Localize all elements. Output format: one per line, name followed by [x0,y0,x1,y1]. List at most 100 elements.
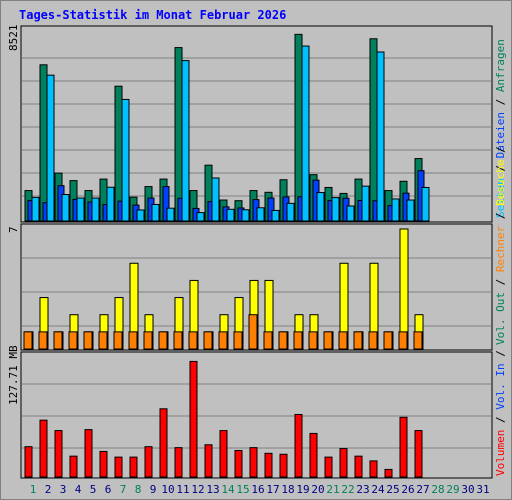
bar-volume-day-16 [249,447,258,478]
bar-dateien-day-10 [166,207,175,222]
bar-sites-day-8 [128,331,138,350]
bar-sites-day-16 [248,314,258,350]
bar-sites-day-1 [23,331,33,350]
bar-sites-day-4 [68,331,78,350]
x-label-day-8: 8 [135,483,142,496]
x-label-day-26: 26 [401,483,414,496]
x-label-day-12: 12 [191,483,204,496]
bar-dateien-day-25 [391,198,400,222]
legend-sep-1: / [494,158,507,178]
x-label-day-28: 28 [431,483,444,496]
bar-volume-day-26 [399,416,408,478]
chart-title: Tages-Statistik im Monat Februar 2026 [19,8,287,22]
x-label-day-10: 10 [161,483,174,496]
bar-dateien-day-27 [421,186,430,222]
bar-sites-day-20 [308,331,318,350]
legend-sep-2: / [494,92,507,112]
bar-volume-day-8 [129,456,138,478]
bar-sites-day-19 [293,331,303,350]
x-label-day-18: 18 [281,483,294,496]
right-legend-volume: Volumen / Vol. In / [494,350,507,476]
x-label-day-1: 1 [30,483,37,496]
legend-sep-7: / [494,350,507,363]
bar-volume-day-20 [309,432,318,478]
bar-sites-day-18 [278,331,288,350]
bar-dateien-day-20 [316,192,325,222]
bar-dateien-day-16 [256,207,265,222]
bar-volume-day-24 [369,460,378,478]
visits-ymax-label: 7 [7,226,20,233]
legend-visits: Besuche [494,160,507,206]
bar-dateien-day-14 [226,208,235,222]
bar-dateien-day-13 [211,177,220,222]
bar-sites-day-2 [38,331,48,350]
x-label-day-14: 14 [221,483,235,496]
bar-visits-day-26 [399,228,409,350]
bar-dateien-day-23 [361,185,370,222]
x-label-day-9: 9 [150,483,157,496]
bar-volume-day-1 [24,446,33,478]
bar-dateien-day-17 [271,209,280,222]
bar-volume-day-9 [144,446,153,478]
x-label-day-21: 21 [326,483,339,496]
legend-volin: Vol. In [494,363,507,409]
bar-volume-day-7 [114,456,123,478]
bar-volume-day-11 [174,447,183,478]
bar-dateien-day-6 [106,186,115,222]
x-label-day-4: 4 [75,483,82,496]
bar-volume-day-2 [39,419,48,478]
x-label-day-29: 29 [446,483,459,496]
x-label-day-5: 5 [90,483,97,496]
bar-sites-day-11 [173,331,183,350]
legend-hits: Anfragen [494,39,507,92]
volume-ymax-label: 127.71 MB [7,345,20,405]
bar-volume-day-3 [54,430,63,478]
bar-volume-day-5 [84,429,93,478]
bar-anfragen-day-11 [174,47,183,222]
bar-sites-day-3 [53,331,63,350]
x-label-day-31: 31 [476,483,489,496]
x-label-day-13: 13 [206,483,219,496]
x-label-day-19: 19 [296,483,309,496]
bar-volume-day-27 [414,430,423,478]
x-label-day-23: 23 [356,483,369,496]
bars [23,33,430,478]
bar-dateien-day-12 [196,212,205,222]
bar-sites-day-6 [98,331,108,350]
grid-lines [22,57,491,449]
bar-sites-day-26 [398,331,408,350]
bar-volume-day-25 [384,468,393,478]
bar-volume-day-6 [99,450,108,478]
bar-sites-day-22 [338,331,348,350]
bar-volume-day-4 [69,455,78,478]
x-label-day-16: 16 [251,483,264,496]
legend-sites: Rechner [494,225,507,272]
x-label-day-30: 30 [461,483,474,496]
x-label-day-11: 11 [176,483,189,496]
bar-dateien-day-1 [31,196,40,222]
x-label-day-3: 3 [60,483,67,496]
bar-dateien-day-9 [151,203,160,222]
right-legend-visits: Vol. Out / Rechner / Besuche / [494,146,507,345]
bar-sites-day-14 [218,331,228,350]
bar-volume-day-18 [279,453,288,478]
bar-sites-day-7 [113,331,123,350]
bar-anfragen-day-19 [294,33,303,222]
bar-volume-day-12 [189,360,198,478]
x-label-day-24: 24 [371,483,385,496]
bar-sites-day-27 [413,331,423,350]
bar-dateien-day-2 [46,74,55,222]
bar-dateien-day-21 [331,197,340,222]
legend-volume: Volumen [494,430,507,476]
x-label-day-20: 20 [311,483,324,496]
bar-sites-day-21 [323,331,333,350]
bar-dateien-day-7 [121,98,130,222]
bar-sites-day-9 [143,331,153,350]
x-label-day-2: 2 [45,483,52,496]
bar-volume-day-22 [339,448,348,478]
bar-anfragen-day-2 [39,64,48,222]
bar-sites-day-15 [233,331,243,350]
bar-dateien-day-26 [406,199,415,222]
legend-sep-6: / [494,410,507,430]
